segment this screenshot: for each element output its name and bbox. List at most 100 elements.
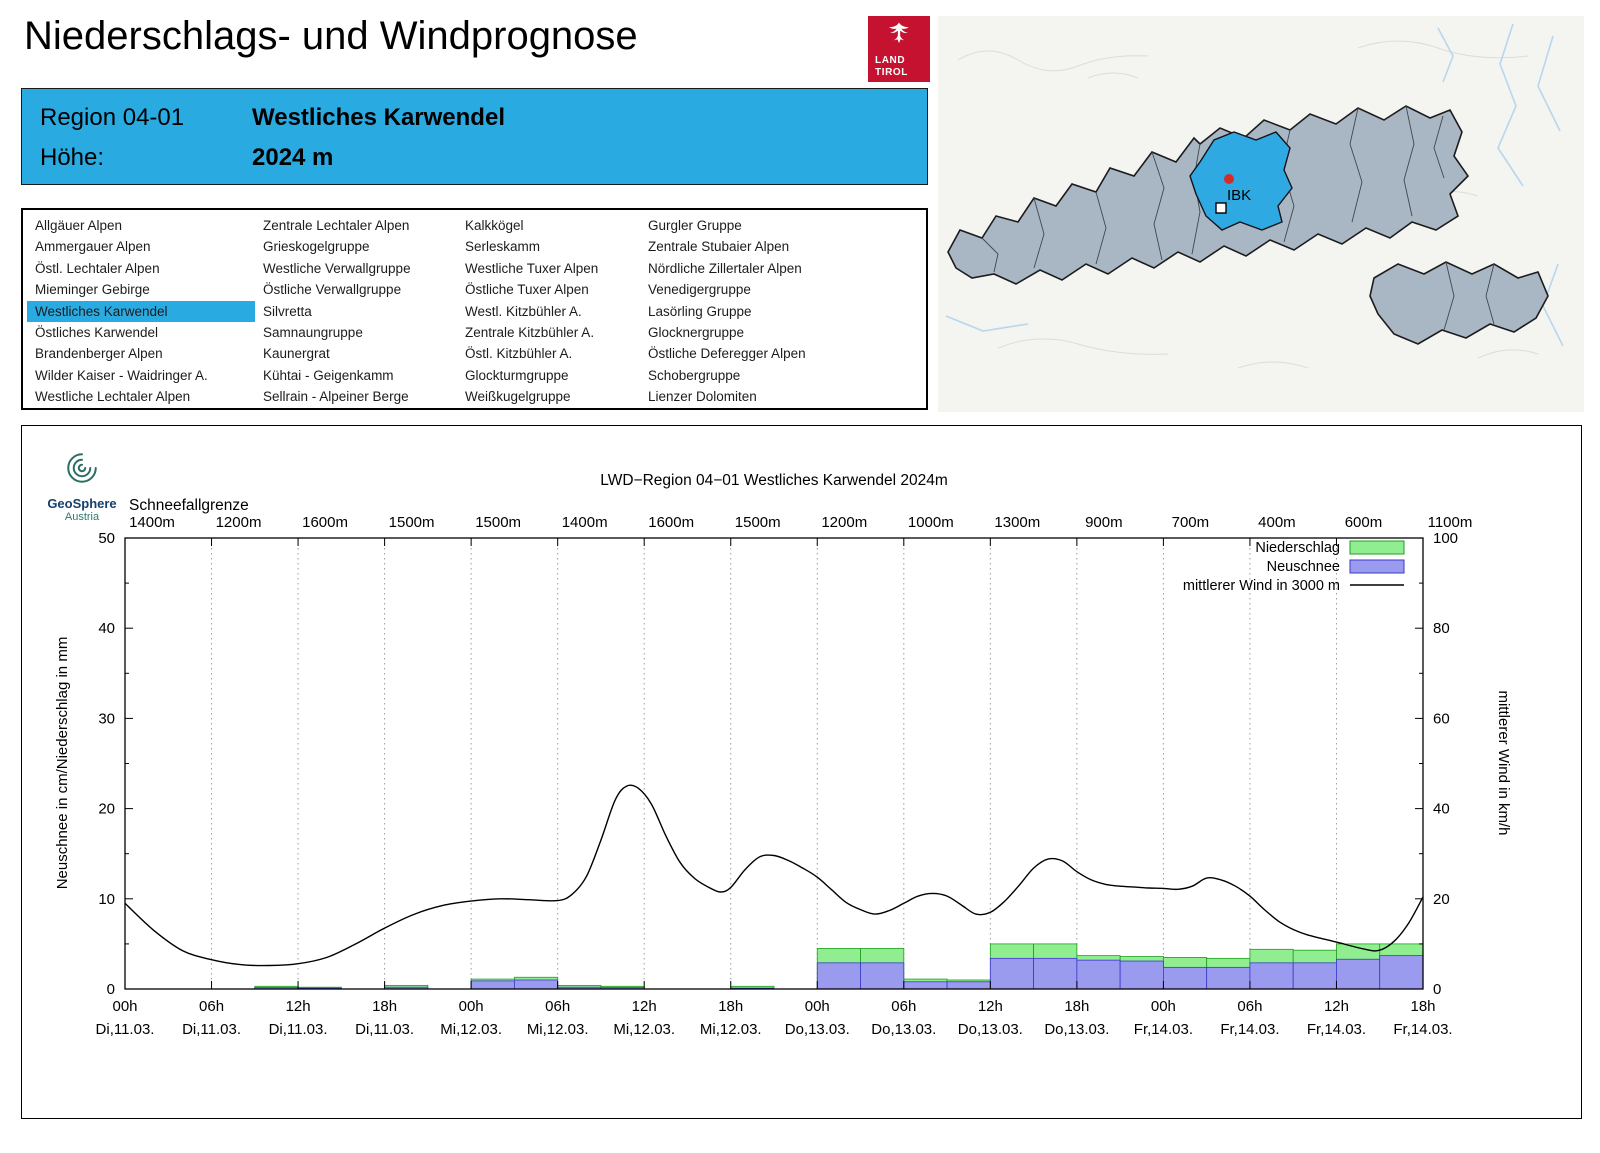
region-list-item[interactable]: Östliches Karwendel (35, 324, 159, 340)
region-list-item[interactable]: Östliche Verwallgruppe (263, 282, 402, 298)
chart-bars (254, 943, 1424, 990)
region-list-item[interactable]: Mieminger Gebirge (35, 282, 150, 298)
x-tick-date-label: Do,13.03. (785, 1021, 850, 1038)
region-list-item[interactable]: Östliche Deferegger Alpen (648, 346, 806, 362)
x-tick-date-label: Do,13.03. (871, 1021, 936, 1038)
wind-line (124, 784, 1424, 967)
region-list-item[interactable]: Weißkugelgruppe (465, 389, 571, 405)
snowline-value: 1100m (1428, 514, 1473, 531)
x-tick-time-label: 12h (286, 998, 311, 1015)
region-list-item[interactable]: Sellrain - Alpeiner Berge (263, 389, 409, 405)
region-list-item[interactable]: Zentrale Kitzbühler A. (465, 324, 595, 340)
region-list-item[interactable]: Silvretta (263, 303, 312, 319)
region-list-item[interactable]: Westliche Verwallgruppe (263, 260, 411, 276)
region-list-item[interactable]: Westl. Kitzbühler A. (465, 303, 582, 319)
snowline-value: 1600m (302, 514, 348, 531)
snowline-value: 1200m (821, 514, 867, 531)
x-tick-time-label: 12h (632, 998, 657, 1015)
region-list-item[interactable]: Samnaungruppe (263, 324, 363, 340)
region-list-item[interactable]: Schobergruppe (648, 367, 741, 383)
region-list-item[interactable]: Lienzer Dolomiten (648, 389, 757, 405)
snowline-value: 1200m (216, 514, 262, 531)
x-tick-time-label: 18h (1410, 998, 1435, 1015)
region-list-item[interactable]: Brandenberger Alpen (35, 346, 163, 362)
region-list-column: Gurgler Gruppe Zentrale Stubaier Alpen Nör… (640, 215, 920, 408)
snowline-value: 900m (1085, 514, 1123, 531)
y-tick-label-left: 10 (98, 891, 115, 908)
map-rivers (945, 23, 1564, 347)
region-list-item[interactable]: Östl. Lechtaler Alpen (35, 260, 160, 276)
snowline-value: 1000m (908, 514, 954, 531)
x-tick-time-label: 06h (1237, 998, 1262, 1015)
region-list-item[interactable]: Venedigergruppe (648, 282, 751, 298)
region-list-item[interactable]: Kaunergrat (263, 346, 330, 362)
region-list-item[interactable]: Ammergauer Alpen (35, 239, 151, 255)
region-list-item[interactable]: Zentrale Stubaier Alpen (648, 239, 790, 255)
region-list-item[interactable]: Östl. Kitzbühler A. (465, 346, 573, 362)
region-list: Allgäuer Alpen Ammergauer Alpen Östl. Lech… (21, 208, 928, 410)
y-tick-label-right: 40 (1433, 801, 1450, 818)
x-tick-date-label: Do,13.03. (958, 1021, 1023, 1038)
snowline-values: 1400m 1200m 1600m 1500m 1500m 1400m 1600m 1500m… (129, 514, 1472, 531)
x-tick-time-label: 18h (372, 998, 397, 1015)
x-tick-time-label: 06h (545, 998, 570, 1015)
x-tick-date-label: Mi,12.03. (700, 1021, 762, 1038)
snowline-value: 600m (1345, 514, 1383, 531)
map-marker-label: IBK (1227, 187, 1251, 204)
region-list-item[interactable]: Lasörling Gruppe (648, 303, 752, 319)
x-tick-date-label: Do,13.03. (1044, 1021, 1109, 1038)
right-axis-label: mittlerer Wind in km/h (1495, 690, 1512, 835)
x-tick-time-label: 18h (718, 998, 743, 1015)
region-name: Westliches Karwendel (252, 104, 505, 131)
legend-niederschlag-swatch (1349, 540, 1405, 555)
snowline-value: 1400m (129, 514, 175, 531)
neuschnee-bar (1076, 959, 1121, 990)
geosphere-logo: GeoSphere Austria (40, 446, 124, 523)
region-list-item[interactable]: Östliche Tuxer Alpen (465, 282, 589, 298)
neuschnee-bar (1336, 958, 1381, 990)
x-tick-date-label: Di,11.03. (269, 1021, 328, 1038)
region-list-item-selected[interactable]: Westliches Karwendel (27, 300, 255, 322)
y-tick-label-left: 30 (98, 710, 115, 727)
y-tick-label-right: 0 (1433, 981, 1441, 998)
neuschnee-bar (1033, 957, 1078, 990)
region-list-item[interactable]: Wilder Kaiser - Waidringer A. (35, 367, 208, 383)
y-tick-label-left: 40 (98, 620, 115, 637)
x-tick-time-label: 12h (978, 998, 1003, 1015)
chart-gridlines (211, 538, 1337, 989)
region-list-item[interactable]: Grieskogelgruppe (263, 239, 370, 255)
region-list-item[interactable]: Zentrale Lechtaler Alpen (263, 218, 410, 233)
geosphere-country: Austria (64, 511, 100, 523)
region-list-item[interactable]: Westliche Tuxer Alpen (465, 260, 599, 276)
chart-title: LWD−Region 04−01 Westliches Karwendel 20… (600, 472, 948, 489)
altitude-label: Höhe: (40, 144, 105, 171)
forecast-chart: LWD−Region 04−01 Westliches Karwendel 20… (54, 472, 1512, 1038)
tirol-map[interactable]: IBK (938, 16, 1584, 412)
region-list-item[interactable]: Nördliche Zillertaler Alpen (648, 260, 802, 276)
x-tick-time-label: 00h (805, 998, 830, 1015)
region-list-item[interactable]: Glockturmgruppe (465, 367, 569, 383)
land-tirol-logo[interactable]: LAND TIROL (868, 16, 930, 82)
left-axis-label: Neuschnee in cm/Niederschlag in mm (54, 637, 71, 890)
neuschnee-bar (1206, 966, 1251, 990)
x-tick-date-label: Fr,14.03. (1307, 1021, 1366, 1038)
axis-labels: 00h Di,11.03. 06h Di,11.03. 12h Di,11.03. 18h D… (96, 530, 1459, 1038)
x-tick-date-label: Fr,14.03. (1393, 1021, 1452, 1038)
x-tick-time-label: 18h (1064, 998, 1089, 1015)
x-tick-date-label: Fr,14.03. (1134, 1021, 1193, 1038)
region-list-item[interactable]: Serleskamm (465, 239, 541, 255)
region-list-item[interactable]: Westliche Lechtaler Alpen (35, 389, 191, 405)
snowline-value: 400m (1258, 514, 1296, 531)
region-list-item[interactable]: Kalkkögel (465, 218, 524, 233)
neuschnee-bar (989, 957, 1034, 990)
region-list-item[interactable]: Kühtai - Geigenkamm (263, 367, 394, 383)
region-list-column: Kalkkögel Serleskamm Westliche Tuxer Alpen… (457, 215, 640, 408)
forecast-chart-panel: GeoSphere Austria LWD−Region 04−01 Westl… (21, 425, 1582, 1119)
y-tick-label-left: 20 (98, 801, 115, 818)
region-list-item[interactable]: Allgäuer Alpen (35, 218, 123, 233)
region-list-item[interactable]: Gurgler Gruppe (648, 218, 742, 233)
x-tick-time-label: 00h (112, 998, 137, 1015)
x-tick-date-label: Di,11.03. (96, 1021, 155, 1038)
x-tick-time-label: 00h (1151, 998, 1176, 1015)
region-list-item[interactable]: Glocknergruppe (648, 324, 745, 340)
